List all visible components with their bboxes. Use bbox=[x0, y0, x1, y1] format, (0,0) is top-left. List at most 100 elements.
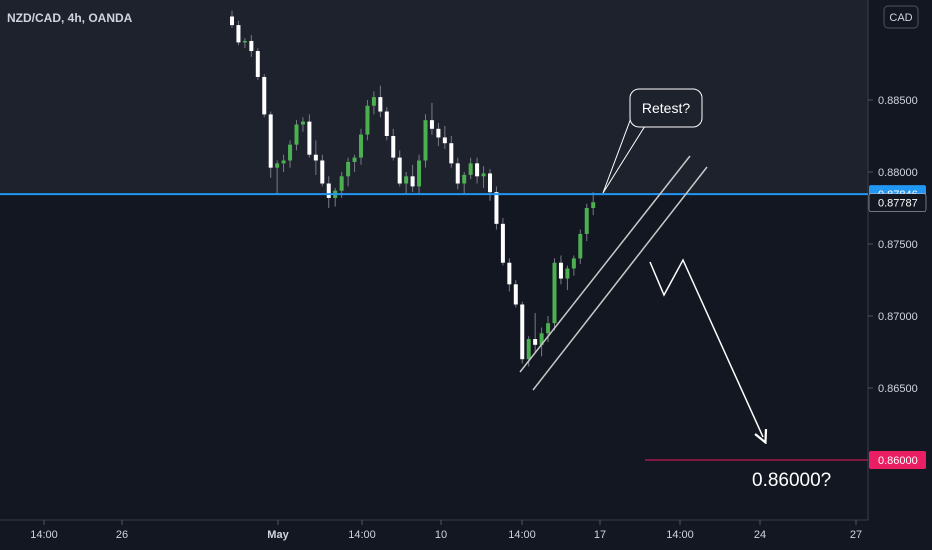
candle[interactable] bbox=[475, 157, 480, 184]
candle-body-bear bbox=[378, 97, 383, 112]
candle[interactable] bbox=[571, 255, 576, 276]
time-tick-label: 14:00 bbox=[348, 529, 376, 541]
candle[interactable] bbox=[268, 111, 273, 178]
candle-body-bull bbox=[591, 202, 596, 208]
candle[interactable] bbox=[591, 192, 596, 216]
time-axis-background bbox=[0, 520, 868, 550]
candle[interactable] bbox=[378, 85, 383, 118]
candle[interactable] bbox=[410, 164, 415, 193]
candle[interactable] bbox=[326, 176, 331, 208]
candle-body-bull bbox=[552, 262, 557, 324]
candle[interactable] bbox=[500, 218, 505, 266]
time-tick-label: 14:00 bbox=[508, 529, 536, 541]
time-tick-label: 17 bbox=[594, 529, 606, 541]
candle-body-bull bbox=[417, 160, 422, 187]
channel-line-upper[interactable] bbox=[519, 155, 691, 373]
candle-body-bear bbox=[397, 157, 402, 184]
candle[interactable] bbox=[236, 20, 241, 46]
candle[interactable] bbox=[300, 117, 305, 132]
price-axis-ticks: 0.88500 0.88000 0.87500 0.87000 0.86500 bbox=[868, 95, 918, 395]
candle[interactable] bbox=[249, 35, 254, 57]
time-tick-label: 27 bbox=[850, 529, 862, 541]
candle[interactable] bbox=[262, 74, 267, 118]
candle[interactable] bbox=[294, 120, 299, 151]
candle-body-bull bbox=[468, 163, 473, 175]
candle[interactable] bbox=[449, 136, 454, 168]
candle[interactable] bbox=[352, 154, 357, 172]
candle[interactable] bbox=[371, 91, 376, 115]
candle[interactable] bbox=[578, 229, 583, 265]
price-tick-label: 0.86500 bbox=[878, 383, 918, 395]
candle[interactable] bbox=[481, 166, 486, 188]
channel-line-lower[interactable] bbox=[532, 166, 708, 391]
candle-body-bull bbox=[578, 233, 583, 259]
candle-body-bull bbox=[288, 144, 293, 161]
candle-body-bull bbox=[423, 120, 428, 161]
candle[interactable] bbox=[359, 128, 363, 165]
candle[interactable] bbox=[255, 48, 260, 80]
candle[interactable] bbox=[442, 125, 447, 149]
candle-body-bear bbox=[307, 121, 312, 155]
candle[interactable] bbox=[558, 255, 563, 285]
candle[interactable] bbox=[417, 154, 422, 194]
candle[interactable] bbox=[584, 203, 589, 242]
candle[interactable] bbox=[242, 38, 247, 49]
candle[interactable] bbox=[488, 169, 492, 201]
candle[interactable] bbox=[423, 114, 428, 168]
price-tick-label: 0.88000 bbox=[878, 167, 918, 179]
candle-body-bear bbox=[449, 143, 454, 164]
candle[interactable] bbox=[429, 102, 434, 135]
candle[interactable] bbox=[365, 100, 370, 141]
candle-body-bear bbox=[558, 262, 563, 279]
time-tick-label: May bbox=[267, 529, 289, 541]
candle[interactable] bbox=[494, 186, 499, 230]
candle[interactable] bbox=[546, 316, 551, 342]
candle[interactable] bbox=[307, 114, 312, 158]
candle[interactable] bbox=[384, 107, 389, 141]
projection-arrow[interactable] bbox=[649, 258, 763, 437]
candle-body-bull bbox=[539, 333, 544, 345]
candle-body-bull bbox=[294, 124, 299, 145]
candle[interactable] bbox=[313, 140, 318, 175]
candle[interactable] bbox=[539, 327, 544, 357]
candle[interactable] bbox=[462, 172, 467, 196]
candle[interactable] bbox=[281, 154, 286, 172]
candle[interactable] bbox=[288, 140, 293, 168]
candle[interactable] bbox=[397, 150, 402, 187]
candle[interactable] bbox=[404, 172, 409, 196]
candle-body-bear bbox=[262, 76, 267, 115]
price-tag-box bbox=[868, 193, 927, 212]
candle[interactable] bbox=[468, 157, 473, 180]
price-tag-label: 0.87787 bbox=[878, 198, 918, 210]
candle[interactable] bbox=[275, 160, 280, 196]
candle[interactable] bbox=[533, 313, 538, 352]
target-annotation-text: 0.86000? bbox=[752, 470, 831, 491]
candle-body-bear bbox=[384, 111, 389, 136]
candle[interactable] bbox=[565, 265, 570, 291]
candle-body-bull bbox=[242, 40, 247, 43]
candle-body-bull bbox=[481, 173, 486, 177]
candle[interactable] bbox=[436, 123, 441, 147]
time-axis-ticks: 14:00 26 May 14:00 10 14:00 17 14:00 24 27 bbox=[30, 520, 862, 541]
candle[interactable] bbox=[552, 258, 557, 331]
candle-body-bull bbox=[526, 339, 531, 360]
candle[interactable] bbox=[455, 157, 460, 190]
candle-body-bull bbox=[339, 176, 344, 191]
currency-button[interactable] bbox=[883, 5, 919, 29]
callout-text: Retest? bbox=[642, 100, 690, 116]
candle-body-bull bbox=[281, 160, 286, 164]
candle[interactable] bbox=[391, 128, 396, 161]
candle-body-bear bbox=[488, 173, 492, 193]
candle[interactable] bbox=[320, 154, 325, 187]
candle[interactable] bbox=[230, 10, 234, 28]
candle[interactable] bbox=[507, 258, 512, 292]
candle-body-bear bbox=[436, 128, 441, 138]
candle[interactable] bbox=[346, 157, 351, 187]
candle[interactable] bbox=[520, 301, 525, 364]
callout-box[interactable] bbox=[629, 88, 703, 128]
time-tick-label: 10 bbox=[435, 529, 447, 541]
candle[interactable] bbox=[513, 280, 518, 308]
currency-button-label: CAD bbox=[889, 12, 912, 24]
